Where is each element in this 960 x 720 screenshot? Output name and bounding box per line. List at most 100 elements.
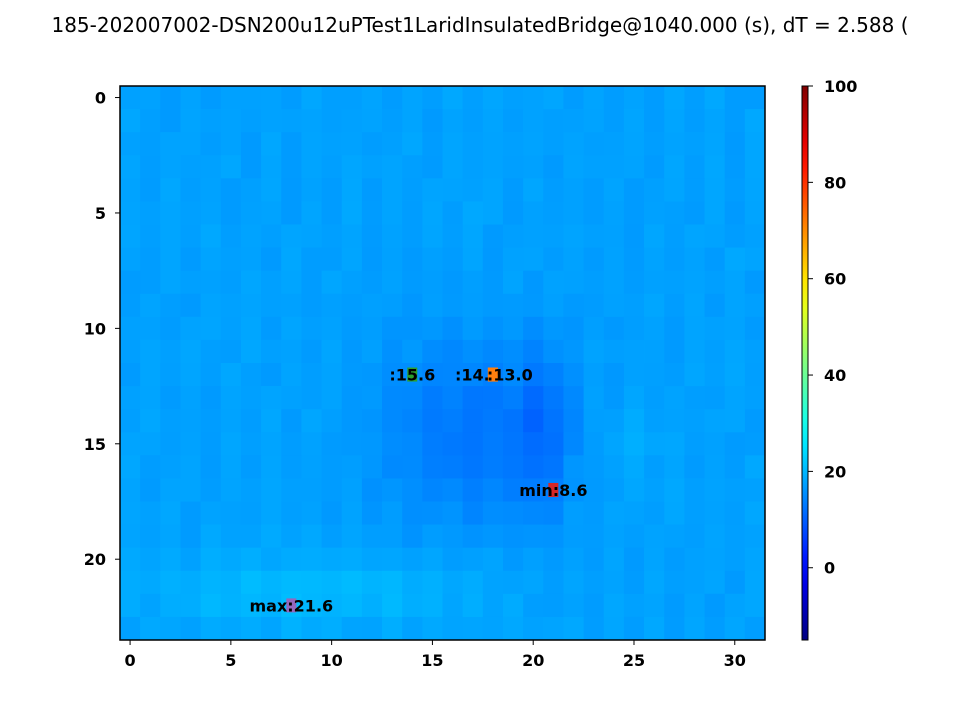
heatmap-cell — [664, 155, 685, 179]
heatmap-cell — [140, 339, 161, 364]
heatmap-cell — [321, 593, 343, 618]
heatmap-cell — [724, 201, 746, 225]
annotation-marker — [487, 367, 498, 382]
heatmap-cell — [220, 224, 242, 248]
heatmap-cell — [603, 363, 625, 387]
heatmap-cell — [603, 478, 625, 502]
heatmap-cell — [523, 339, 544, 364]
heatmap-cell — [200, 155, 222, 179]
heatmap-cell — [603, 455, 625, 479]
heatmap-cell — [664, 478, 685, 502]
heatmap-cell — [664, 455, 685, 479]
heatmap-cell — [462, 501, 484, 525]
heatmap-cell — [321, 363, 343, 387]
heatmap-cell — [301, 409, 322, 433]
heatmap-cell — [644, 270, 665, 295]
heatmap-cell — [523, 270, 544, 295]
colorbar: 0 20 40 60 80 100 — [801, 77, 857, 641]
heatmap-cell — [664, 570, 685, 595]
heatmap-cell — [281, 363, 302, 387]
heatmap-cell — [422, 155, 443, 179]
heatmap-cell — [563, 316, 584, 341]
heatmap-cell — [583, 86, 605, 110]
heatmap-cell — [664, 109, 685, 133]
heatmap-cell — [563, 109, 584, 133]
heatmap-cell — [382, 270, 403, 295]
heatmap-cell — [422, 593, 443, 618]
heatmap-cell — [462, 570, 484, 595]
heatmap-cell — [301, 386, 322, 410]
heatmap-cell — [422, 501, 443, 525]
heatmap-cell — [724, 409, 746, 433]
heatmap-cell — [623, 316, 645, 341]
heatmap-cell — [583, 132, 605, 156]
heatmap-cell — [321, 524, 343, 549]
heatmap-cell — [180, 409, 202, 433]
heatmap-cell — [341, 432, 363, 456]
heatmap-cell — [502, 224, 524, 248]
heatmap-cell — [140, 616, 161, 641]
heatmap-cell — [321, 501, 343, 525]
heatmap-cell — [644, 155, 665, 179]
heatmap-cell — [502, 247, 524, 272]
heatmap-cell — [382, 224, 403, 248]
heatmap-cell — [623, 386, 645, 410]
heatmap-cell — [664, 247, 685, 272]
heatmap-cell — [200, 316, 222, 341]
heatmap-cell — [482, 593, 504, 618]
heatmap-cell — [261, 386, 282, 410]
heatmap-cell — [240, 224, 262, 248]
heatmap-cell — [301, 339, 322, 364]
heatmap-cell — [281, 86, 302, 110]
heatmap-cell — [261, 570, 282, 595]
plot-frame — [119, 85, 766, 641]
heatmap-cell — [603, 570, 625, 595]
heatmap-cell — [543, 86, 564, 110]
heatmap-cell — [160, 109, 181, 133]
heatmap-cell — [422, 363, 443, 387]
heatmap-cell — [240, 616, 262, 641]
heatmap-cell — [724, 363, 746, 387]
heatmap-cell — [603, 501, 625, 525]
heatmap-cell — [382, 132, 403, 156]
heatmap-cell — [563, 270, 584, 295]
heatmap-cell — [341, 224, 363, 248]
heatmap-cell — [462, 616, 484, 641]
heatmap-cell — [301, 270, 322, 295]
heatmap-cell — [543, 593, 564, 618]
heatmap-cell — [240, 363, 262, 387]
heatmap-cell — [281, 501, 302, 525]
heatmap-cell — [724, 247, 746, 272]
heatmap-cell — [523, 478, 544, 502]
heatmap-cell — [744, 224, 766, 248]
heatmap-cell — [140, 132, 161, 156]
heatmap-cell — [160, 363, 181, 387]
heatmap-cell — [301, 109, 322, 133]
heatmap-cell — [724, 316, 746, 341]
heatmap-cell — [603, 293, 625, 318]
heatmap-cell — [120, 386, 141, 410]
heatmap-cell — [261, 224, 282, 248]
heatmap-cell — [603, 201, 625, 225]
heatmap-cell — [261, 293, 282, 318]
heatmap-cell — [402, 224, 423, 248]
heatmap-cell — [543, 293, 564, 318]
heatmap-cell — [523, 455, 544, 479]
heatmap-cell — [220, 524, 242, 549]
heatmap-cell — [341, 178, 363, 202]
heatmap-cell — [402, 270, 423, 295]
heatmap-cell — [361, 178, 383, 202]
heatmap-cell — [261, 109, 282, 133]
heatmap-cell — [321, 455, 343, 479]
heatmap-cell — [220, 86, 242, 110]
heatmap-cell — [623, 501, 645, 525]
heatmap-cell — [120, 616, 141, 641]
heatmap-cell — [160, 339, 181, 364]
heatmap-cell — [382, 455, 403, 479]
heatmap-cell — [341, 501, 363, 525]
heatmap-cell — [160, 616, 181, 641]
x-tick-label: 0 — [125, 651, 136, 670]
heatmap-cell — [160, 501, 181, 525]
heatmap-cell — [180, 524, 202, 549]
heatmap-cell — [543, 570, 564, 595]
